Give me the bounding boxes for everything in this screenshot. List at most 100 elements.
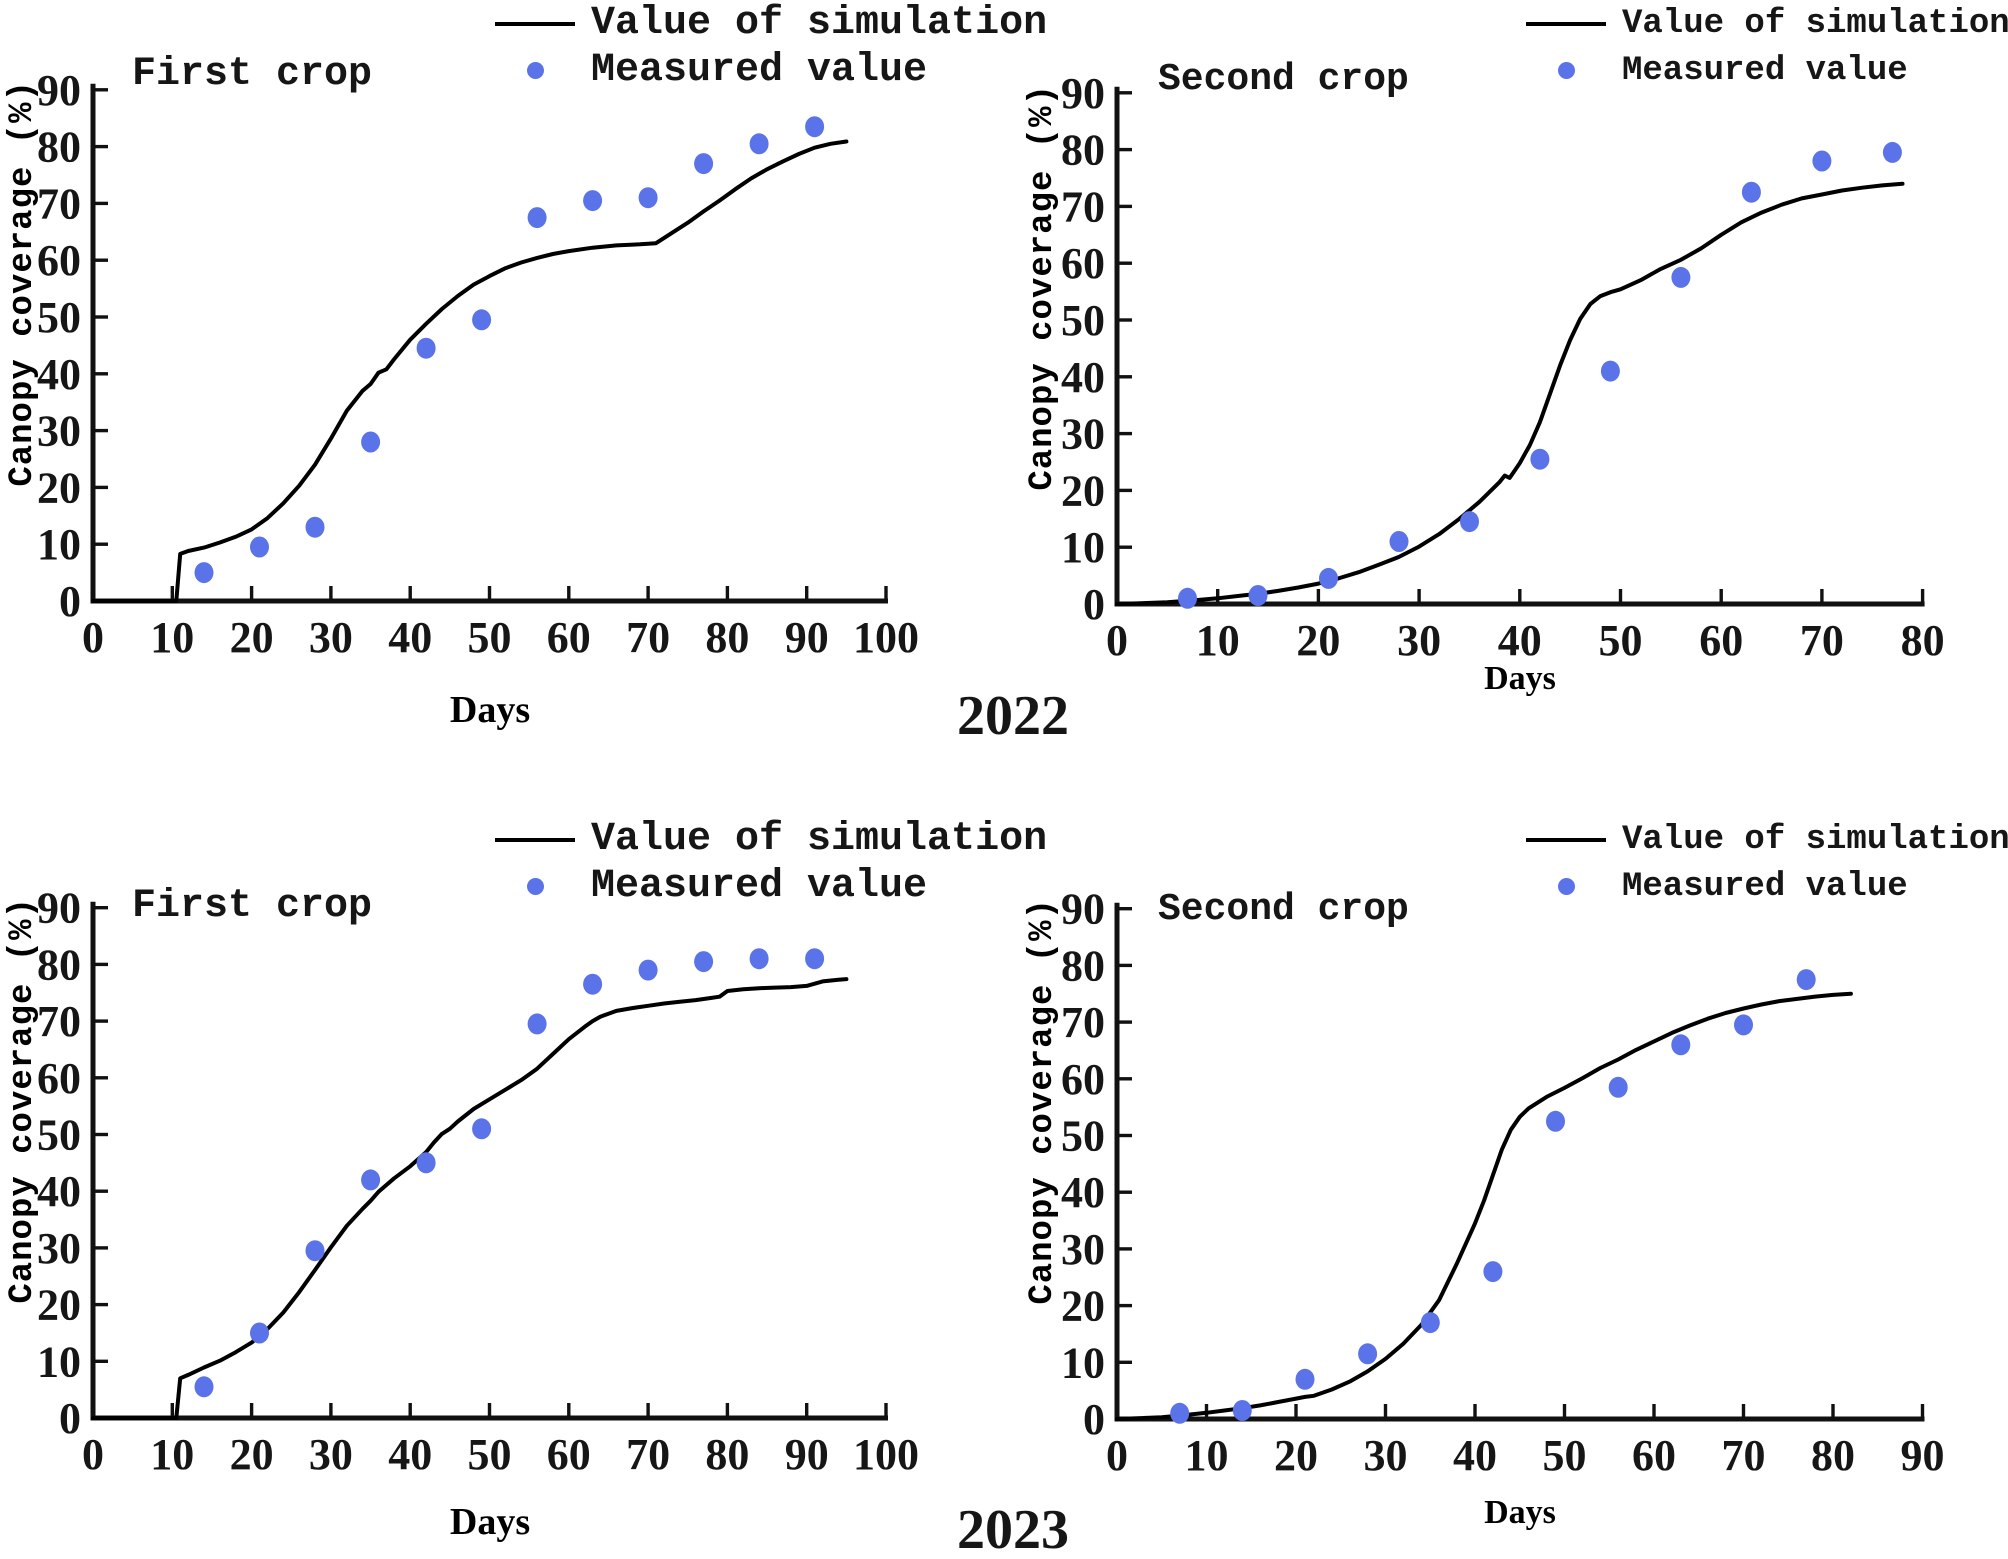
legend: Value of simulation Measured value [1526, 816, 2008, 910]
x-tick-label: 10 [150, 613, 194, 662]
measured-dot [250, 1322, 269, 1344]
measured-dot [1389, 531, 1409, 552]
x-tick-label: 10 [150, 1430, 194, 1479]
measured-dot [1248, 585, 1268, 606]
x-tick-label: 0 [1106, 616, 1128, 665]
legend-label-simulation: Value of simulation [591, 1, 1048, 46]
y-axis-label: Canopy coverage (%) [4, 79, 42, 487]
y-tick-label: 20 [37, 1281, 81, 1330]
chart-title-second-crop-2023: Second crop [1158, 888, 1409, 931]
simulation-line-swatch [495, 837, 575, 842]
simulation-line [1115, 991, 1853, 1421]
y-tick-label: 40 [37, 1167, 81, 1216]
measured-dot [1420, 1312, 1440, 1334]
measured-dot [472, 1118, 492, 1140]
measured-dot [805, 948, 825, 970]
measured-dot [1812, 150, 1832, 172]
y-axis-label-box: Canopy coverage (%) [1020, 84, 1066, 491]
y-tick-label: 80 [37, 940, 81, 989]
x-tick-label: 50 [1543, 1431, 1587, 1480]
measured-dot [1671, 1034, 1691, 1056]
dot-icon [526, 878, 544, 895]
x-tick-label: 100 [853, 613, 919, 662]
y-tick-label: 0 [1083, 1395, 1105, 1444]
x-tick-label: 0 [82, 613, 104, 662]
legend-label-simulation: Value of simulation [1622, 820, 2008, 859]
measured-dot [1546, 1110, 1565, 1132]
y-tick-label: 90 [37, 66, 81, 115]
x-tick-label: 90 [785, 613, 829, 662]
y-axis-label-box: Canopy coverage (%) [0, 80, 46, 487]
legend-row-measured: Measured value [495, 863, 1047, 910]
y-tick-label: 70 [37, 179, 81, 228]
measured-dot-swatch [1526, 62, 1606, 79]
x-tick-label: 10 [1196, 616, 1240, 665]
y-tick-label: 90 [1061, 885, 1105, 934]
measured-dot [1358, 1343, 1378, 1365]
x-tick-label: 0 [1106, 1431, 1128, 1480]
y-tick-label: 60 [1061, 1055, 1105, 1104]
x-tick-label: 80 [1901, 616, 1945, 665]
legend-label-simulation: Value of simulation [1622, 4, 2008, 43]
legend: Value of simulation Measured value [1526, 0, 2008, 94]
measured-dot [1882, 141, 1902, 163]
x-tick-label: 50 [468, 1430, 512, 1479]
x-tick-label: 20 [1274, 1431, 1318, 1480]
measured-dot [1460, 511, 1479, 533]
y-tick-label: 10 [1061, 523, 1105, 572]
measured-dot [1608, 1076, 1628, 1098]
y-tick-label: 0 [59, 577, 81, 626]
measured-dot [1178, 587, 1197, 609]
y-tick-label: 10 [37, 1337, 81, 1386]
y-tick-label: 20 [1061, 1282, 1105, 1331]
measured-dot [1796, 969, 1816, 991]
y-tick-label: 50 [37, 293, 81, 342]
measured-dot [361, 431, 381, 453]
chart-first-crop-2023: 0 10 20 30 40 50 60 70 80 90 100010203040506070809… [37, 884, 919, 1479]
measured-dot [416, 337, 436, 359]
x-tick-label: 50 [468, 613, 512, 662]
legend-row-measured: Measured value [1526, 863, 2008, 910]
line-icon [495, 21, 575, 26]
chart-title-second-crop-2022: Second crop [1158, 58, 1409, 101]
measured-dot [1295, 1368, 1315, 1390]
measured-dot [583, 190, 603, 212]
measured-dot [194, 1376, 214, 1398]
legend-row-simulation: Value of simulation [1526, 816, 2008, 863]
x-tick-label: 0 [82, 1430, 104, 1479]
x-tick-label: 100 [853, 1430, 919, 1479]
chart-first-crop-2022: 0 10 20 30 40 50 60 70 80 90 100010203040506070809… [37, 66, 919, 662]
measured-dot [1741, 181, 1761, 203]
y-axis-label-box: Canopy coverage (%) [0, 897, 46, 1304]
y-tick-label: 90 [37, 884, 81, 933]
measured-dot [194, 562, 214, 584]
y-tick-label: 10 [37, 520, 81, 569]
x-axis-label: Days [449, 689, 531, 731]
simulation-line [91, 139, 849, 603]
measured-dot [583, 973, 603, 995]
measured-dot [250, 536, 269, 558]
year-label-2022: 2022 [957, 685, 1069, 747]
y-tick-label: 50 [37, 1111, 81, 1160]
legend: Value of simulation Measured value [495, 0, 1047, 94]
year-label-2023: 2023 [957, 1499, 1069, 1559]
x-tick-label: 60 [547, 1430, 591, 1479]
measured-dot [527, 1013, 547, 1035]
x-tick-label: 50 [1599, 616, 1643, 665]
measured-dot-swatch [1526, 878, 1606, 895]
x-tick-label: 10 [1185, 1431, 1229, 1480]
legend-label-simulation: Value of simulation [591, 817, 1048, 862]
measured-dot [1671, 266, 1691, 288]
y-tick-label: 70 [37, 997, 81, 1046]
legend-row-simulation: Value of simulation [1526, 0, 2008, 47]
x-tick-label: 60 [547, 613, 591, 662]
x-axis-label: Days [449, 1501, 531, 1543]
y-tick-label: 40 [1061, 353, 1105, 402]
measured-dot [638, 959, 658, 981]
x-tick-label: 30 [1397, 616, 1441, 665]
measured-dot [416, 1152, 436, 1174]
x-tick-label: 30 [309, 1430, 353, 1479]
